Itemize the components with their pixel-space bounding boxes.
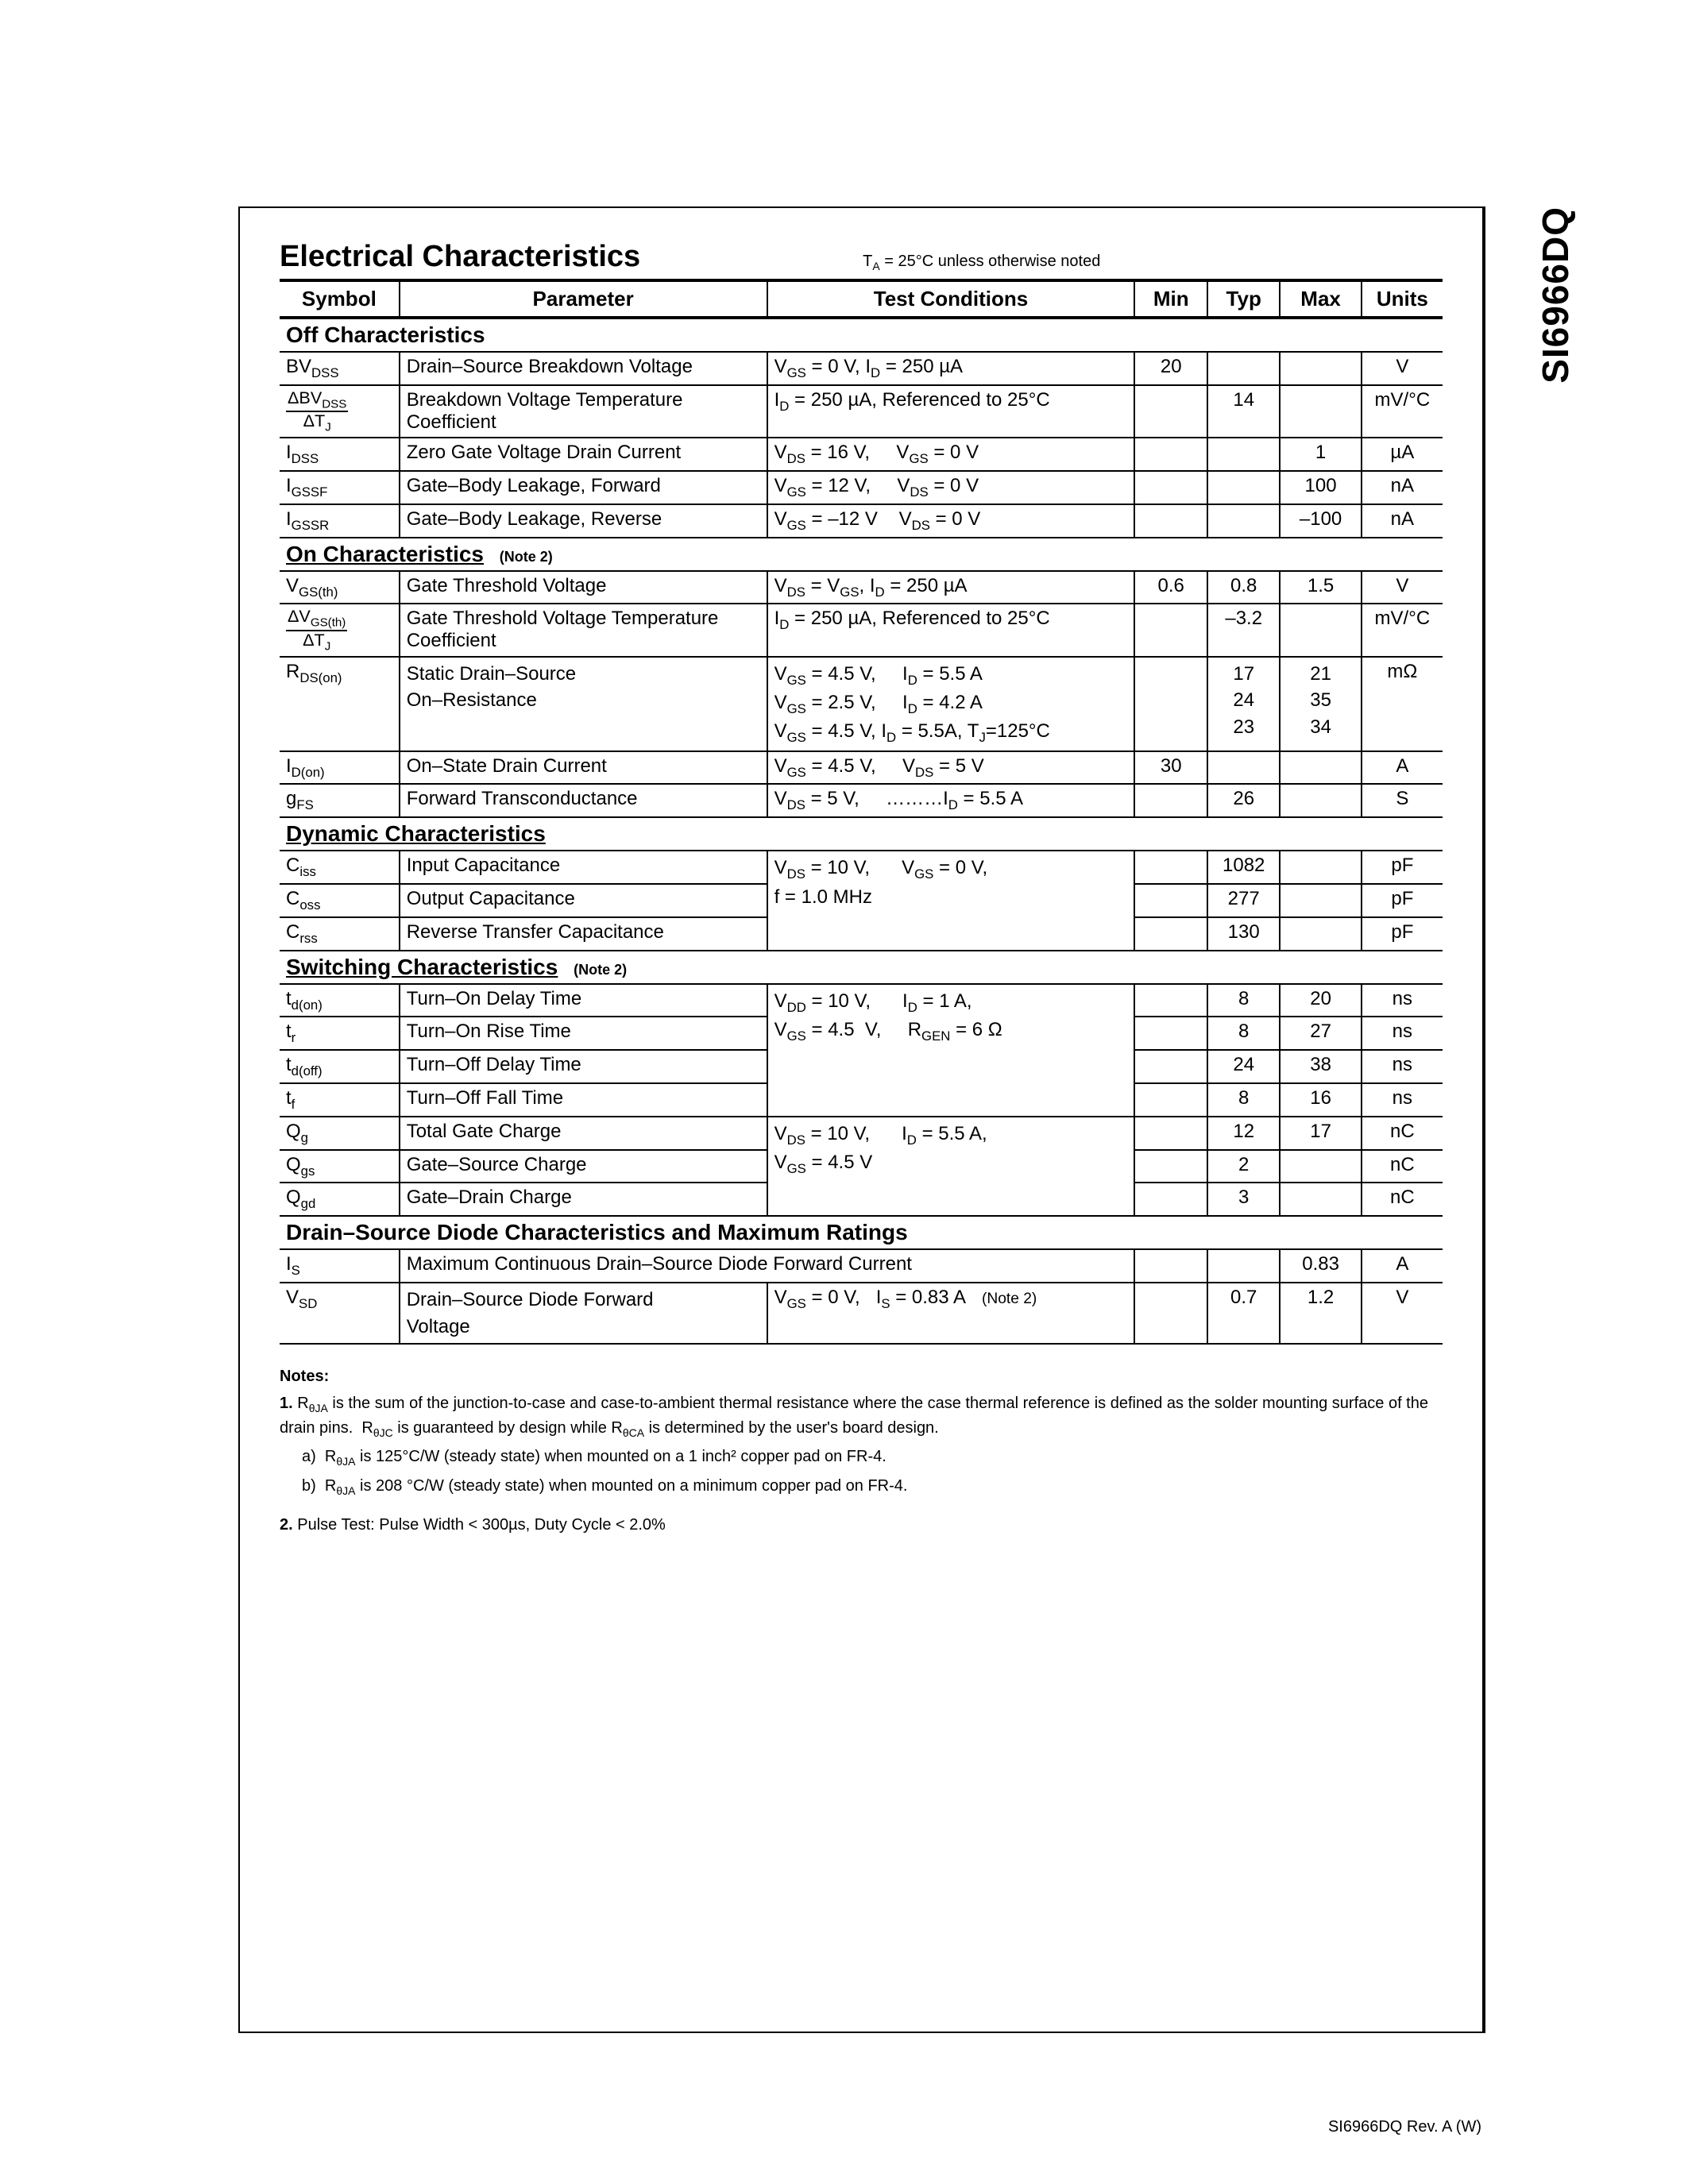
row-vsd: VSD Drain–Source Diode ForwardVoltage VG… <box>280 1283 1443 1344</box>
section-on-note: (Note 2) <box>500 549 553 565</box>
row-vgsth: VGS(th) Gate Threshold Voltage VDS = VGS… <box>280 571 1443 604</box>
section-dyn: Dynamic Characteristics <box>280 817 1443 851</box>
col-max: Max <box>1280 280 1361 318</box>
section-on-title: On Characteristics <box>286 542 484 566</box>
table-header-row: Symbol Parameter Test Conditions Min Typ… <box>280 280 1443 318</box>
note-2: 2. Pulse Test: Pulse Width < 300µs, Duty… <box>280 1514 1443 1536</box>
section-on: On Characteristics (Note 2) <box>280 538 1443 571</box>
row-bvdss: BVDSS Drain–Source Breakdown Voltage VGS… <box>280 352 1443 385</box>
note-1b: b) RθJA is 208 °C/W (steady state) when … <box>280 1475 1443 1499</box>
section-off: Off Characteristics <box>280 318 1443 352</box>
characteristics-table: Symbol Parameter Test Conditions Min Typ… <box>280 279 1443 1345</box>
row-dbvdss: ΔBVDSSΔTJ Breakdown Voltage Temperature … <box>280 385 1443 438</box>
row-is: IS Maximum Continuous Drain–Source Diode… <box>280 1249 1443 1283</box>
row-rdson: RDS(on) Static Drain–SourceOn–Resistance… <box>280 657 1443 751</box>
section-off-title: Off Characteristics <box>286 322 485 347</box>
row-igssr: IGSSR Gate–Body Leakage, Reverse VGS = –… <box>280 504 1443 538</box>
row-ciss: Ciss Input Capacitance VDS = 10 V, VGS =… <box>280 851 1443 884</box>
section-sw-title: Switching Characteristics <box>286 955 558 979</box>
row-qg: Qg Total Gate Charge VDS = 10 V, ID = 5.… <box>280 1117 1443 1150</box>
notes-header: Notes: <box>280 1365 1443 1387</box>
col-parameter: Parameter <box>400 280 767 318</box>
row-idon: ID(on) On–State Drain Current VGS = 4.5 … <box>280 751 1443 785</box>
part-number-vertical: SI6966DQ <box>1534 206 1577 384</box>
note-1: 1. RθJA is the sum of the junction-to-ca… <box>280 1392 1443 1441</box>
section-diode: Drain–Source Diode Characteristics and M… <box>280 1216 1443 1249</box>
col-units: Units <box>1362 280 1443 318</box>
col-symbol: Symbol <box>280 280 400 318</box>
page-title: Electrical Characteristics <box>280 240 640 274</box>
col-conditions: Test Conditions <box>767 280 1135 318</box>
section-sw-note: (Note 2) <box>574 962 627 978</box>
row-dvgsth: ΔVGS(th)ΔTJ Gate Threshold Voltage Tempe… <box>280 604 1443 656</box>
page-footer: SI6966DQ Rev. A (W) <box>1328 2118 1481 2136</box>
section-sw: Switching Characteristics (Note 2) <box>280 951 1443 984</box>
notes-block: Notes: 1. RθJA is the sum of the junctio… <box>280 1365 1443 1535</box>
col-typ: Typ <box>1207 280 1280 318</box>
col-min: Min <box>1134 280 1207 318</box>
section-diode-title: Drain–Source Diode Characteristics and M… <box>286 1220 908 1244</box>
title-note: TA = 25°C unless otherwise noted <box>863 253 1100 272</box>
content-box: Electrical Characteristics TA = 25°C unl… <box>238 206 1485 2033</box>
section-dyn-title: Dynamic Characteristics <box>286 821 546 846</box>
datasheet-page: SI6966DQ Electrical Characteristics TA =… <box>0 0 1688 2184</box>
row-igssf: IGSSF Gate–Body Leakage, Forward VGS = 1… <box>280 471 1443 504</box>
row-idss: IDSS Zero Gate Voltage Drain Current VDS… <box>280 438 1443 471</box>
row-tdon: td(on) Turn–On Delay Time VDD = 10 V, ID… <box>280 984 1443 1017</box>
row-gfs: gFS Forward Transconductance VDS = 5 V, … <box>280 784 1443 817</box>
note-1a: a) RθJA is 125°C/W (steady state) when m… <box>280 1445 1443 1470</box>
